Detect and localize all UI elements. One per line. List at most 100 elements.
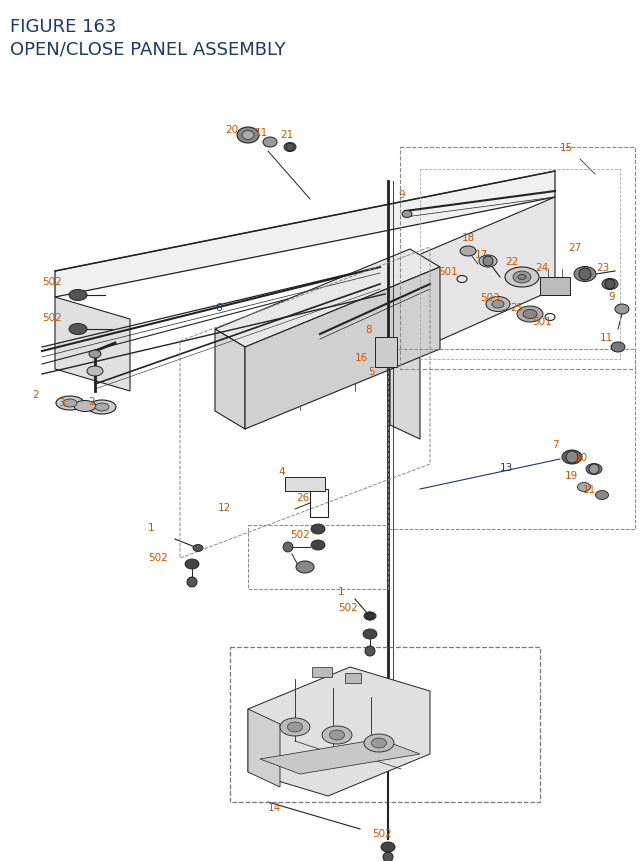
Bar bbox=[230, 647, 540, 802]
Text: 23: 23 bbox=[596, 263, 609, 273]
Bar bbox=[375, 338, 397, 368]
Ellipse shape bbox=[280, 718, 310, 736]
Polygon shape bbox=[215, 250, 440, 348]
Polygon shape bbox=[248, 709, 280, 787]
Ellipse shape bbox=[69, 324, 87, 335]
Text: 7: 7 bbox=[552, 439, 559, 449]
Ellipse shape bbox=[322, 726, 352, 744]
Ellipse shape bbox=[460, 247, 476, 257]
Ellipse shape bbox=[287, 722, 303, 732]
Polygon shape bbox=[390, 198, 555, 350]
Text: 9: 9 bbox=[398, 189, 404, 200]
Ellipse shape bbox=[296, 561, 314, 573]
Ellipse shape bbox=[311, 524, 325, 535]
Ellipse shape bbox=[56, 397, 84, 411]
Text: 11: 11 bbox=[255, 127, 268, 138]
Text: 502: 502 bbox=[372, 828, 392, 838]
Ellipse shape bbox=[311, 541, 325, 550]
Ellipse shape bbox=[363, 629, 377, 639]
Circle shape bbox=[283, 542, 293, 553]
Text: 14: 14 bbox=[268, 802, 281, 812]
Polygon shape bbox=[215, 330, 245, 430]
Polygon shape bbox=[248, 667, 430, 796]
Text: 17: 17 bbox=[475, 250, 488, 260]
Text: 9: 9 bbox=[608, 292, 614, 301]
Text: 2: 2 bbox=[88, 397, 95, 406]
Text: 2: 2 bbox=[32, 389, 38, 400]
Text: 12: 12 bbox=[218, 503, 231, 512]
Text: 11: 11 bbox=[583, 485, 596, 494]
Text: 18: 18 bbox=[462, 232, 476, 243]
Circle shape bbox=[286, 144, 294, 152]
Bar bbox=[540, 278, 570, 295]
Bar bbox=[310, 489, 328, 517]
Text: 502: 502 bbox=[290, 530, 310, 539]
Text: 6: 6 bbox=[215, 303, 221, 313]
Text: 25: 25 bbox=[510, 303, 524, 313]
Ellipse shape bbox=[95, 404, 109, 412]
Polygon shape bbox=[260, 739, 420, 774]
Text: 5: 5 bbox=[368, 367, 374, 376]
Ellipse shape bbox=[574, 267, 596, 282]
Text: OPEN/CLOSE PANEL ASSEMBLY: OPEN/CLOSE PANEL ASSEMBLY bbox=[10, 40, 285, 58]
Circle shape bbox=[365, 647, 375, 656]
Ellipse shape bbox=[364, 612, 376, 620]
Text: 1: 1 bbox=[148, 523, 155, 532]
Ellipse shape bbox=[486, 297, 510, 313]
Text: 3: 3 bbox=[58, 398, 65, 407]
Text: 10: 10 bbox=[575, 453, 588, 462]
Ellipse shape bbox=[517, 307, 543, 323]
Ellipse shape bbox=[513, 272, 531, 283]
Text: 21: 21 bbox=[280, 130, 293, 139]
Circle shape bbox=[483, 257, 493, 267]
Ellipse shape bbox=[74, 401, 96, 412]
Text: 502: 502 bbox=[42, 313, 61, 323]
Polygon shape bbox=[55, 298, 130, 392]
Ellipse shape bbox=[284, 143, 296, 152]
Ellipse shape bbox=[492, 300, 504, 308]
Ellipse shape bbox=[63, 400, 77, 407]
Ellipse shape bbox=[523, 310, 537, 319]
Text: 8: 8 bbox=[365, 325, 372, 335]
Ellipse shape bbox=[586, 464, 602, 475]
Text: 502: 502 bbox=[42, 276, 61, 287]
Ellipse shape bbox=[402, 211, 412, 218]
Ellipse shape bbox=[87, 367, 103, 376]
Circle shape bbox=[589, 464, 599, 474]
Ellipse shape bbox=[518, 276, 526, 280]
Bar bbox=[345, 673, 361, 684]
Text: 26: 26 bbox=[296, 492, 309, 503]
Text: 20: 20 bbox=[225, 125, 238, 135]
Text: 1: 1 bbox=[338, 586, 344, 597]
Ellipse shape bbox=[89, 350, 101, 358]
Ellipse shape bbox=[595, 491, 609, 500]
Ellipse shape bbox=[185, 560, 199, 569]
Ellipse shape bbox=[364, 734, 394, 753]
Circle shape bbox=[187, 578, 197, 587]
Circle shape bbox=[579, 269, 591, 281]
Text: FIGURE 163: FIGURE 163 bbox=[10, 18, 116, 36]
Ellipse shape bbox=[69, 290, 87, 301]
Circle shape bbox=[383, 852, 393, 861]
Bar bbox=[312, 667, 332, 678]
Text: 11: 11 bbox=[600, 332, 613, 343]
Text: 4: 4 bbox=[278, 467, 285, 476]
Ellipse shape bbox=[263, 138, 277, 148]
Polygon shape bbox=[55, 172, 555, 298]
Ellipse shape bbox=[615, 305, 629, 314]
Ellipse shape bbox=[611, 343, 625, 353]
Ellipse shape bbox=[88, 400, 116, 414]
Text: 15: 15 bbox=[560, 143, 573, 152]
Polygon shape bbox=[390, 336, 420, 439]
Ellipse shape bbox=[562, 450, 582, 464]
Text: 501: 501 bbox=[438, 267, 458, 276]
Text: 16: 16 bbox=[355, 353, 368, 362]
Text: 503: 503 bbox=[480, 293, 500, 303]
Circle shape bbox=[366, 612, 374, 620]
Text: 13: 13 bbox=[500, 462, 513, 473]
Ellipse shape bbox=[193, 545, 203, 552]
Circle shape bbox=[566, 451, 578, 463]
Text: 27: 27 bbox=[568, 243, 581, 253]
Text: 501: 501 bbox=[532, 317, 552, 326]
Ellipse shape bbox=[330, 730, 344, 740]
